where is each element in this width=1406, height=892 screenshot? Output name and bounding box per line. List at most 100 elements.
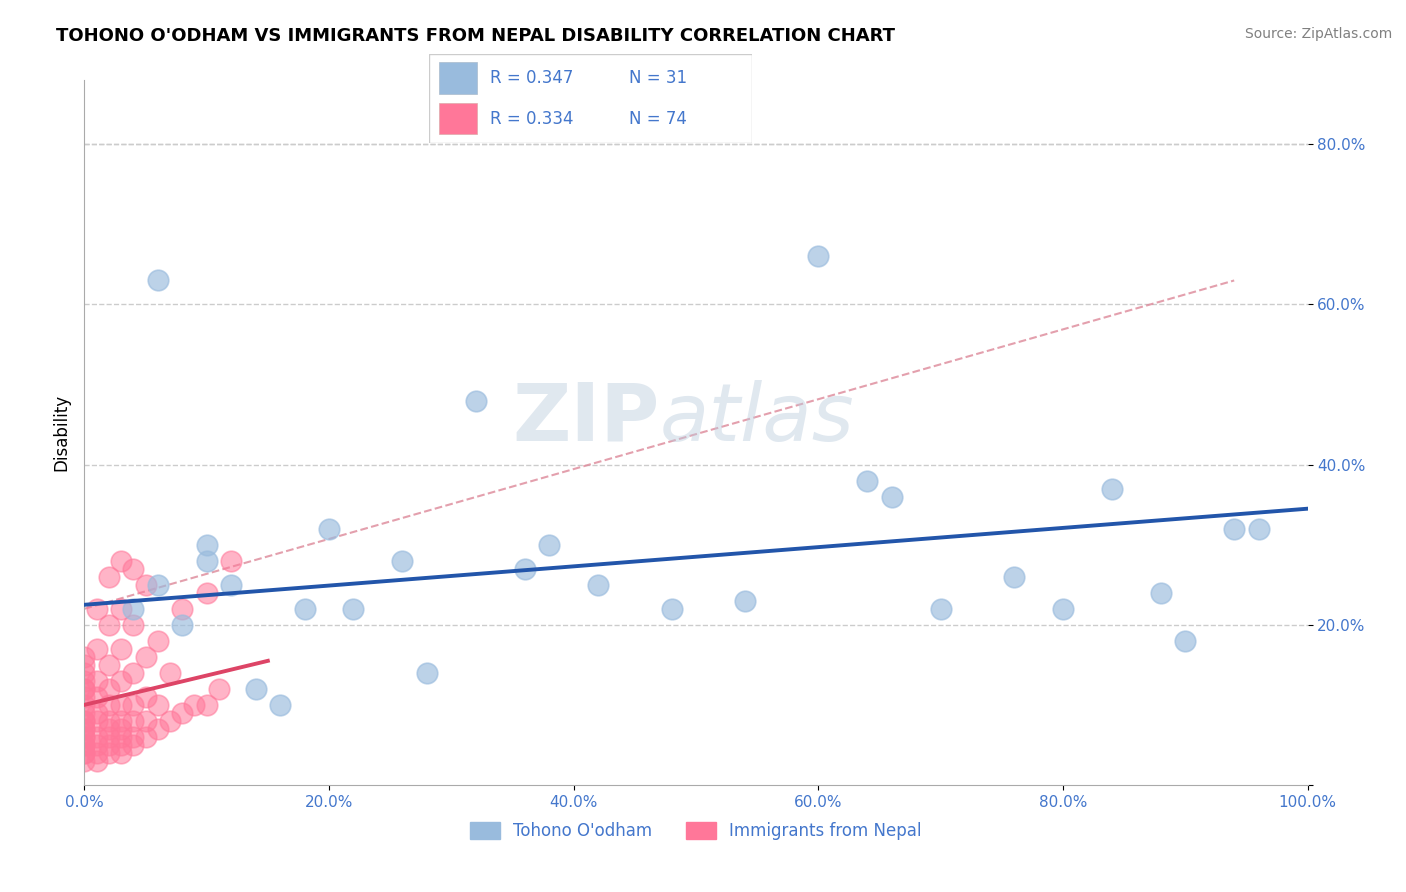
Point: [73, 665, 96, 680]
Point: [1223, 522, 1246, 536]
Point: [73, 714, 96, 728]
Point: [208, 681, 231, 696]
Point: [135, 730, 157, 744]
Point: [929, 601, 952, 615]
Point: [73, 754, 96, 768]
Point: [97, 681, 120, 696]
Point: [122, 730, 145, 744]
Point: [73, 673, 96, 688]
Text: atlas: atlas: [659, 379, 853, 458]
Point: [73, 738, 96, 752]
Point: [880, 490, 903, 504]
Point: [219, 578, 242, 592]
Point: [73, 722, 96, 736]
Point: [122, 698, 145, 712]
Point: [97, 722, 120, 736]
Point: [146, 578, 169, 592]
Point: [86, 706, 108, 720]
Point: [73, 681, 96, 696]
Point: [97, 617, 120, 632]
Point: [1247, 522, 1270, 536]
Point: [110, 698, 132, 712]
Point: [73, 730, 96, 744]
Point: [135, 578, 157, 592]
Point: [110, 730, 132, 744]
Legend: Tohono O'odham, Immigrants from Nepal: Tohono O'odham, Immigrants from Nepal: [464, 815, 928, 847]
Point: [73, 706, 96, 720]
Text: R = 0.347: R = 0.347: [491, 69, 574, 87]
Point: [73, 722, 96, 736]
Point: [807, 249, 830, 264]
Point: [195, 698, 218, 712]
Point: [146, 633, 169, 648]
Point: [195, 538, 218, 552]
Point: [122, 714, 145, 728]
Point: [146, 722, 169, 736]
Point: [110, 601, 132, 615]
Point: [86, 641, 108, 656]
Point: [135, 690, 157, 704]
Point: [73, 746, 96, 760]
Point: [1002, 570, 1025, 584]
Point: [135, 649, 157, 664]
Point: [73, 657, 96, 672]
Point: [97, 714, 120, 728]
Text: ZIP: ZIP: [512, 379, 659, 458]
Point: [195, 554, 218, 568]
Point: [110, 673, 132, 688]
Point: [464, 393, 486, 408]
Point: [73, 649, 96, 664]
Text: Source: ZipAtlas.com: Source: ZipAtlas.com: [1244, 27, 1392, 41]
Text: R = 0.334: R = 0.334: [491, 110, 574, 128]
Point: [97, 738, 120, 752]
Point: [172, 617, 194, 632]
Point: [245, 681, 267, 696]
Point: [97, 657, 120, 672]
Point: [513, 562, 536, 576]
Point: [97, 730, 120, 744]
Point: [110, 554, 132, 568]
Point: [86, 714, 108, 728]
Point: [586, 578, 609, 592]
Point: [122, 617, 145, 632]
Point: [86, 730, 108, 744]
Point: [73, 746, 96, 760]
Point: [97, 746, 120, 760]
Point: [73, 714, 96, 728]
Point: [172, 706, 194, 720]
Y-axis label: Disability: Disability: [52, 394, 70, 471]
Point: [86, 746, 108, 760]
Point: [73, 690, 96, 704]
Bar: [439, 103, 478, 134]
Point: [86, 690, 108, 704]
Point: [1174, 633, 1197, 648]
Point: [172, 601, 194, 615]
Point: [183, 698, 205, 712]
Point: [146, 698, 169, 712]
Point: [538, 538, 561, 552]
Point: [1052, 601, 1074, 615]
Point: [1150, 586, 1173, 600]
Point: [122, 562, 145, 576]
Point: [110, 641, 132, 656]
Point: [342, 601, 364, 615]
Point: [73, 730, 96, 744]
Point: [159, 665, 181, 680]
Point: [86, 754, 108, 768]
FancyBboxPatch shape: [429, 54, 752, 143]
Point: [856, 474, 879, 488]
Point: [73, 738, 96, 752]
Point: [73, 698, 96, 712]
Point: [73, 681, 96, 696]
Point: [110, 714, 132, 728]
Point: [195, 586, 218, 600]
Point: [159, 714, 181, 728]
Point: [269, 698, 291, 712]
Point: [219, 554, 242, 568]
Point: [97, 698, 120, 712]
Point: [294, 601, 316, 615]
Point: [122, 665, 145, 680]
Point: [110, 746, 132, 760]
Point: [416, 665, 439, 680]
Point: [86, 673, 108, 688]
